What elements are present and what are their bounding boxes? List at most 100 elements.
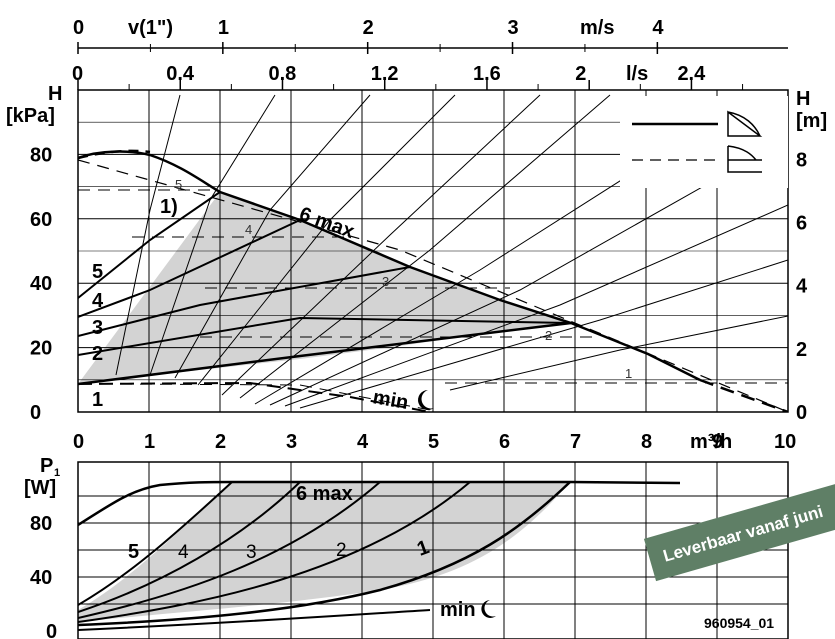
power-ylabel-p: P	[40, 455, 53, 477]
power-label-4: 4	[178, 542, 189, 563]
velocity-prefix: v(1")	[128, 17, 173, 39]
y-right-label-unit: [m]	[796, 110, 827, 132]
ms-tick-label: 3	[508, 17, 519, 39]
x-tick-label: 4	[357, 431, 369, 453]
legend	[620, 96, 788, 188]
y-left-label-unit: [kPa]	[6, 105, 55, 127]
ls-tick-label: 2	[575, 63, 586, 85]
power-label-2: 2	[336, 540, 347, 561]
curve-6max-dashed-start	[78, 149, 151, 160]
curve-symbol-icon	[727, 110, 763, 137]
power-label-3: 3	[246, 542, 257, 563]
y-right-tick-label: 8	[796, 149, 807, 171]
x-tick-label: 6	[499, 431, 510, 453]
performance-curves	[78, 149, 788, 412]
x-tick-label: 5	[428, 431, 439, 453]
y-left-label-h: H	[48, 83, 62, 105]
power-y-tick-label: 0	[46, 621, 57, 639]
label-2: 2	[92, 343, 103, 365]
velocity-axis: 0 1 2 3 4 v(1") m/s	[73, 17, 664, 54]
x-tick-label: 3	[286, 431, 297, 453]
x-axis-unit: m³/h	[690, 431, 732, 453]
ms-tick-label: 1	[218, 17, 229, 39]
head-frame	[77, 89, 789, 413]
x-tick-label: 2	[215, 431, 226, 453]
ms-tick-label: 2	[363, 17, 374, 39]
ls-tick-label: 0	[72, 63, 83, 85]
dashed-label-4: 4	[245, 222, 252, 237]
y-left-ticks: 0 20 40 60 80	[30, 144, 52, 424]
x-tick-label: 7	[570, 431, 581, 453]
dashed-label-5: 5	[175, 177, 182, 192]
curve-min	[78, 381, 431, 412]
y-left-tick-label: 0	[30, 402, 41, 424]
note-label: 1)	[160, 196, 178, 218]
label-4: 4	[92, 290, 104, 312]
power-label-min: min	[440, 599, 476, 621]
ms-unit: m/s	[580, 17, 614, 39]
power-label-5: 5	[128, 541, 139, 563]
x-tick-label: 9	[712, 431, 723, 453]
dashed-lines	[78, 159, 788, 412]
label-min: min	[371, 386, 410, 414]
label-5: 5	[92, 261, 103, 283]
y-right-tick-label: 6	[796, 212, 807, 234]
label-3: 3	[92, 317, 103, 339]
curve-6max	[78, 150, 701, 382]
power-1	[78, 481, 571, 627]
power-curve-labels: 6 max 5 4 3 2 1 min 960954_01	[128, 483, 774, 631]
ls-tick-label: 1.2	[371, 63, 399, 85]
y-right-tick-label: 4	[796, 276, 808, 298]
power-y-tick-label: 40	[30, 567, 52, 589]
x-axis-ticks: 0 1 2 3 4 5 6 7 8 9 10	[73, 431, 796, 453]
figure-code: 960954_01	[704, 615, 774, 631]
power-panel: 6 max 5 4 3 2 1 min 960954_01 P 1 [W] 04…	[24, 455, 789, 639]
y-right-ticks: 0 2 4 6 8	[796, 149, 808, 424]
ls-tick-label: 1.6	[473, 63, 501, 85]
power-min	[78, 609, 431, 631]
x-tick-label: 10	[774, 431, 796, 453]
x-tick-label: 0	[73, 431, 84, 453]
x-tick-label: 8	[641, 431, 652, 453]
curve-6max-tail	[699, 378, 788, 412]
availability-banner: Leverbaar vanaf juni	[643, 472, 835, 582]
power-ylabel-sub: 1	[54, 467, 60, 479]
power-y-tick-label: 80	[30, 513, 52, 535]
y-right-tick-label: 0	[796, 402, 807, 424]
ls-unit: l/s	[626, 63, 648, 85]
power-operating-area	[78, 482, 570, 622]
power-ylabel-unit: [W]	[24, 477, 56, 499]
y-left-tick-label: 80	[30, 144, 52, 166]
label-1: 1	[92, 389, 103, 411]
system-curves	[115, 94, 788, 409]
head-panel: 6 max 5 4 3 2 1 min 1) 5 4 3 2 1 H [kPa]…	[6, 17, 827, 453]
ls-tick-label: 2.4	[677, 63, 706, 85]
curve-3	[78, 266, 411, 337]
curve-5	[78, 191, 221, 299]
y-left-tick-label: 40	[30, 273, 52, 295]
y-left-tick-label: 60	[30, 209, 52, 231]
pressure-symbol-icon	[727, 145, 762, 173]
ls-tick-label: 0.4	[166, 63, 195, 85]
curve-1	[78, 321, 572, 386]
x-tick-label: 1	[144, 431, 155, 453]
ms-tick-label: 4	[652, 17, 664, 39]
head-operating-area	[78, 192, 571, 384]
power-moon-icon	[481, 600, 496, 618]
flow-ls-axis: 0 0.4 0.8 1.2 1.6 2 2.4 l/s	[72, 63, 744, 90]
power-label-6max: 6 max	[296, 483, 353, 505]
power-y-ticks: 0 40 80	[30, 513, 57, 639]
night-moon-icon	[418, 390, 434, 411]
dashed-label-1: 1	[625, 366, 632, 381]
y-right-tick-label: 2	[796, 339, 807, 361]
ms-tick-label: 0	[73, 17, 84, 39]
y-left-tick-label: 20	[30, 338, 52, 360]
y-right-label-h: H	[796, 88, 810, 110]
dashed-label-3: 3	[382, 274, 389, 289]
curve-4	[78, 219, 301, 318]
power-6max	[78, 480, 681, 527]
dashed-label-2: 2	[545, 328, 552, 343]
ls-tick-label: 0.8	[268, 63, 296, 85]
curve-2	[78, 316, 572, 356]
